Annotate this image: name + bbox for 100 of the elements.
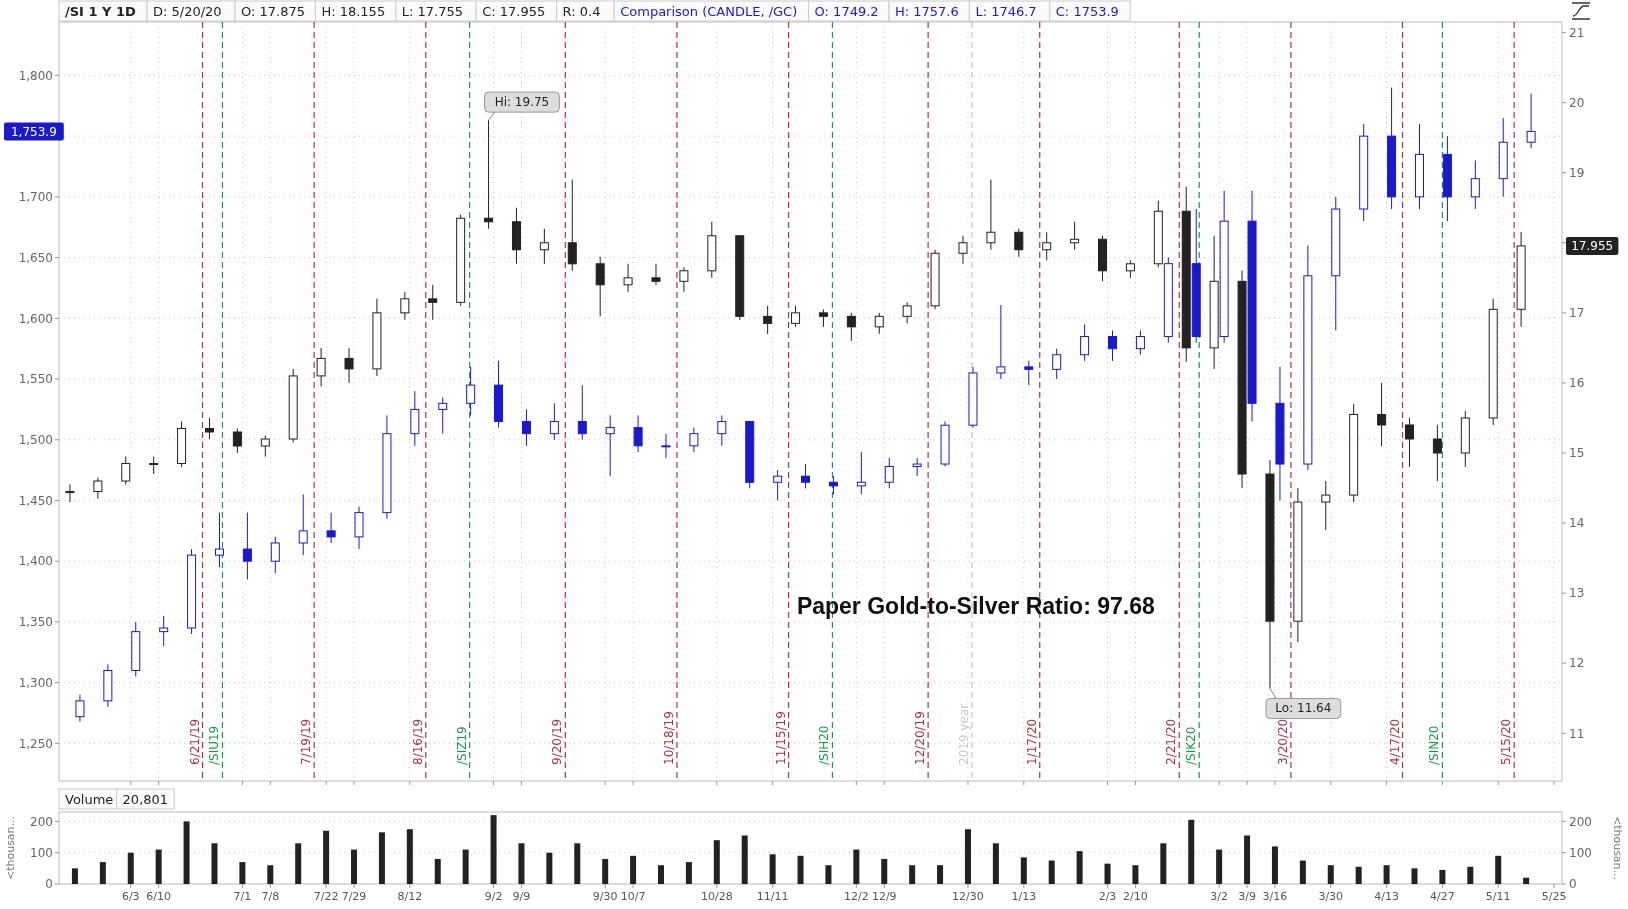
x-tick-label: 3/16 — [1262, 890, 1288, 903]
candlestick — [986, 179, 996, 251]
candlestick — [103, 663, 113, 708]
candlestick — [549, 402, 559, 441]
y-tick-label: 1,550 — [18, 372, 53, 387]
bar — [434, 858, 441, 884]
y-axis-title: <thousan... — [4, 815, 17, 881]
x-tick-label: 10/28 — [700, 890, 733, 903]
candlestick — [149, 456, 159, 475]
y2-tick-label: 16 — [1569, 376, 1585, 391]
bar — [183, 821, 190, 884]
candlestick — [651, 263, 661, 286]
text: Comparison (CANDLE, /GC) — [620, 3, 798, 19]
candlestick — [577, 384, 587, 441]
y-tick-label: 1,800 — [18, 68, 53, 83]
bar — [1355, 866, 1362, 884]
candlestick — [121, 456, 131, 486]
ref-line-label: 12/20/19 — [913, 711, 928, 765]
candlestick — [1349, 403, 1359, 503]
candlestick — [75, 694, 85, 722]
bar — [1467, 866, 1474, 884]
candlestick — [1275, 366, 1285, 501]
candlestick — [1377, 382, 1387, 447]
text: O: 1749.2 — [814, 3, 879, 19]
x-tick-label: 10/7 — [620, 890, 646, 903]
candlestick — [1387, 87, 1397, 210]
candlestick — [958, 235, 968, 265]
candlestick — [131, 621, 141, 678]
x-tick-label: 9/9 — [512, 890, 531, 903]
candlestick — [1488, 298, 1498, 426]
candlestick — [484, 119, 494, 230]
x-tick-label: 7/29 — [341, 890, 367, 903]
chart-title: /SI 1 Y 1D — [65, 3, 137, 19]
y-tick-label: 100 — [30, 845, 53, 860]
bar — [406, 829, 413, 884]
bar — [574, 843, 581, 884]
y2-tick-label: 12 — [1569, 656, 1585, 671]
x-tick-label: 12/30 — [952, 890, 984, 903]
candlestick — [595, 256, 605, 317]
candlestick — [438, 396, 448, 435]
bar — [323, 830, 330, 884]
x-tick-label: 6/3 — [121, 890, 140, 903]
candlestick — [1404, 417, 1414, 468]
ref-line-label: 9/20/19 — [550, 718, 565, 765]
y2-tick-label: 100 — [1569, 845, 1592, 860]
ref-line-label: 4/17/20 — [1387, 718, 1402, 765]
x-tick-label: 12/9 — [871, 890, 897, 903]
candlestick — [494, 360, 504, 429]
x-tick-label: 4/13 — [1374, 890, 1399, 903]
x-tick-label: 5/25 — [1541, 890, 1567, 903]
x-tick-label: 2/3 — [1098, 890, 1117, 903]
bar — [1216, 849, 1223, 884]
candlestick — [382, 414, 392, 520]
candlestick — [1526, 93, 1536, 149]
candlestick — [940, 421, 950, 467]
text: 1,753.9 — [10, 124, 57, 139]
candlestick — [511, 207, 521, 265]
ref-line-label: 7/19/19 — [299, 718, 314, 765]
bar — [1020, 857, 1027, 884]
candlestick — [1042, 231, 1052, 261]
candlestick — [316, 347, 326, 387]
candlestick — [232, 427, 242, 454]
candlestick — [1414, 123, 1424, 210]
y2-tick-label: 19 — [1569, 165, 1585, 180]
candlestick — [1359, 123, 1369, 222]
candlestick — [996, 304, 1006, 380]
y-tick-label: 1,500 — [18, 432, 53, 447]
y2-tick-label: 20 — [1569, 95, 1585, 110]
candlestick — [372, 298, 382, 377]
bar — [546, 852, 553, 884]
candlestick — [567, 179, 577, 272]
bar — [267, 865, 274, 884]
text: H: 1757.6 — [895, 3, 959, 19]
x-tick-label: 11/11 — [756, 890, 789, 903]
bar — [797, 855, 804, 884]
candlestick — [93, 477, 103, 500]
bar — [909, 865, 916, 884]
ref-line-label: 11/15/19 — [773, 711, 788, 765]
bar — [1104, 863, 1111, 884]
candlestick — [1237, 270, 1247, 489]
candlestick — [1293, 487, 1303, 643]
candlestick — [930, 249, 940, 310]
candlestick — [1470, 159, 1480, 210]
candlestick — [689, 427, 699, 453]
x-tick-label: 3/9 — [1238, 890, 1256, 903]
y-tick-label: 1,600 — [18, 311, 53, 326]
candlestick — [1321, 480, 1331, 531]
bar — [462, 849, 469, 884]
candlestick — [214, 512, 224, 568]
x-tick-label: 3/30 — [1318, 890, 1344, 903]
bar — [1299, 860, 1306, 884]
candlestick — [1024, 360, 1034, 386]
candlestick — [912, 457, 922, 477]
candlestick — [968, 366, 978, 429]
y-tick-label: 1,700 — [18, 190, 53, 205]
text: H: 18.155 — [321, 3, 386, 19]
candlestick — [539, 228, 549, 265]
bar — [630, 855, 637, 884]
candlestick — [1080, 323, 1090, 362]
ref-line-label: 10/18/19 — [661, 711, 676, 765]
